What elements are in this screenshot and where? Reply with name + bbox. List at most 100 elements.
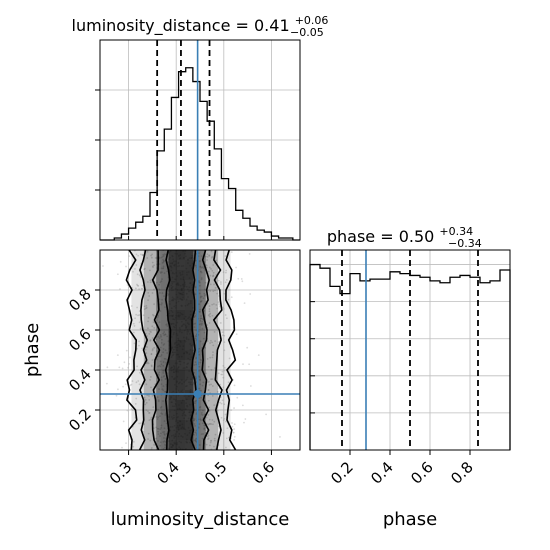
contour-line xyxy=(151,250,161,450)
phase-xlabel: phase xyxy=(383,509,437,530)
scatter-point xyxy=(168,436,170,439)
scatter-point xyxy=(184,385,187,388)
scatter-point xyxy=(164,306,166,309)
scatter-point xyxy=(191,256,194,259)
scatter-point xyxy=(200,322,203,325)
scatter-point xyxy=(163,437,165,439)
scatter-point xyxy=(179,341,182,343)
scatter-point xyxy=(153,327,156,329)
scatter-point xyxy=(178,424,181,427)
scatter-point xyxy=(176,412,178,415)
scatter-point xyxy=(128,362,131,365)
scatter-point xyxy=(176,448,178,450)
scatter-point xyxy=(182,278,185,281)
scatter-point xyxy=(174,252,177,255)
scatter-point xyxy=(212,423,214,426)
scatter-point xyxy=(162,332,165,335)
density-cell xyxy=(185,430,194,440)
scatter-point xyxy=(202,381,205,384)
scatter-point xyxy=(188,353,191,356)
scatter-point xyxy=(158,364,161,367)
density-cell xyxy=(185,350,194,360)
scatter-point xyxy=(169,262,172,265)
scatter-point xyxy=(189,343,192,345)
scatter-point xyxy=(176,362,178,365)
scatter-point xyxy=(147,299,149,302)
scatter-point xyxy=(210,439,213,442)
scatter-point xyxy=(219,322,222,324)
scatter-point xyxy=(183,282,186,285)
scatter-point xyxy=(173,264,175,267)
scatter-point xyxy=(199,340,202,343)
scatter-point xyxy=(228,357,231,360)
scatter-point xyxy=(208,254,211,257)
scatter-point xyxy=(177,366,180,369)
scatter-point xyxy=(188,411,191,414)
scatter-point xyxy=(171,315,174,318)
scatter-point xyxy=(184,414,187,417)
scatter-point xyxy=(179,292,181,295)
density-cell xyxy=(160,330,169,340)
scatter-point xyxy=(213,283,215,286)
joint-frame xyxy=(99,249,301,451)
scatter-point xyxy=(155,338,158,341)
scatter-point xyxy=(160,280,163,283)
scatter-point xyxy=(184,432,186,435)
scatter-point xyxy=(160,383,163,386)
scatter-point xyxy=(164,441,167,443)
scatter-point xyxy=(151,253,154,256)
scatter-point xyxy=(179,328,182,331)
scatter-point xyxy=(126,284,129,286)
scatter-point xyxy=(200,359,203,362)
scatter-point xyxy=(178,330,181,333)
scatter-point xyxy=(220,283,222,285)
scatter-point xyxy=(174,341,177,344)
scatter-point xyxy=(162,440,165,443)
scatter-point xyxy=(163,433,166,435)
joint-xticks: 0.3 0.4 0.5 0.6 xyxy=(106,450,278,488)
scatter-point xyxy=(171,401,173,404)
scatter-point xyxy=(180,288,183,290)
scatter-point xyxy=(146,257,149,259)
density-cell xyxy=(185,250,194,260)
scatter-point xyxy=(158,288,161,291)
scatter-point xyxy=(227,381,230,384)
scatter-point xyxy=(198,387,201,390)
scatter-point xyxy=(150,256,153,259)
scatter-point xyxy=(200,295,203,298)
scatter-point xyxy=(161,298,164,301)
scatter-point xyxy=(181,382,183,385)
joint-ylabel: phase xyxy=(22,323,43,377)
phase-histogram-frame xyxy=(309,249,511,451)
scatter-point xyxy=(187,302,190,305)
scatter-point xyxy=(164,378,167,380)
scatter-point xyxy=(159,435,161,437)
scatter-point xyxy=(173,416,175,419)
contour-line xyxy=(212,250,223,450)
scatter-point xyxy=(201,384,204,387)
scatter-point xyxy=(201,322,204,325)
x-tick-label: 0.6 xyxy=(249,458,279,488)
scatter-point xyxy=(176,321,179,324)
scatter-point xyxy=(175,283,178,286)
contour-line xyxy=(190,250,197,450)
scatter-point xyxy=(133,325,136,327)
scatter-point xyxy=(141,287,144,290)
scatter-point xyxy=(208,266,211,269)
scatter-point xyxy=(171,416,173,418)
scatter-point xyxy=(181,289,183,292)
scatter-point xyxy=(175,341,178,344)
scatter-point xyxy=(173,272,176,275)
scatter-point xyxy=(212,290,215,293)
scatter-point xyxy=(158,337,161,340)
scatter-point xyxy=(184,324,187,327)
scatter-point xyxy=(136,306,139,309)
scatter-point xyxy=(189,409,192,412)
scatter-point xyxy=(198,347,201,350)
density-cell xyxy=(168,300,177,310)
scatter-point xyxy=(169,443,172,446)
scatter-point xyxy=(193,326,196,329)
density-cell xyxy=(185,280,194,290)
contour-line xyxy=(138,250,149,450)
density-cell xyxy=(185,290,194,300)
